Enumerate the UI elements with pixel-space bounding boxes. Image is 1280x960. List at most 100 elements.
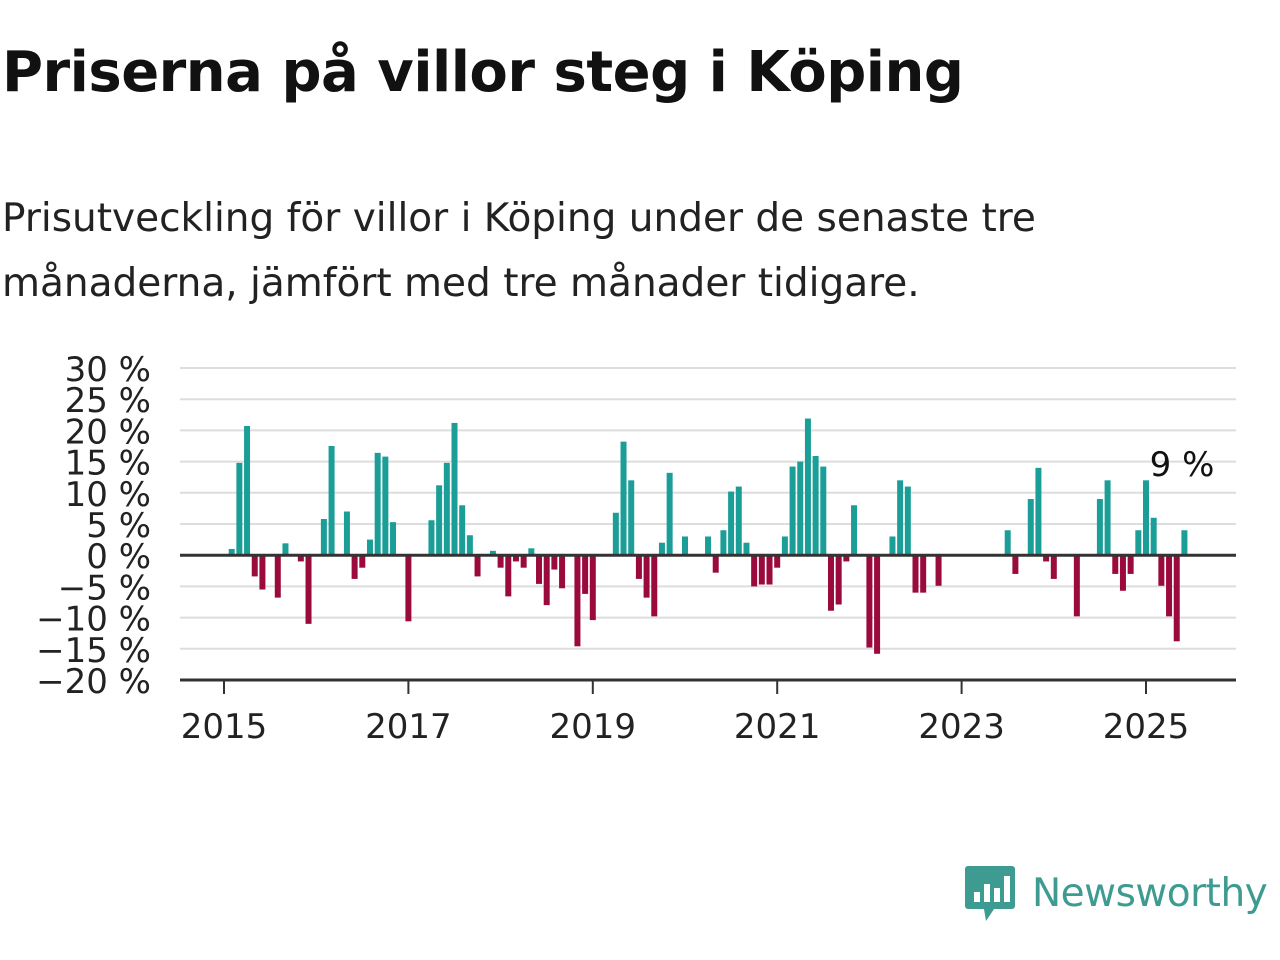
bar (804, 418, 811, 556)
x-tick-label: 2019 (550, 707, 637, 747)
bar (705, 536, 712, 556)
bar (459, 505, 466, 556)
bar (897, 480, 904, 556)
newsworthy-logo-icon (965, 866, 1015, 921)
bar (658, 542, 665, 556)
bar (812, 455, 819, 556)
y-tick-label: 30 % (65, 350, 151, 390)
y-tick-label: 15 % (65, 444, 151, 484)
bar (643, 555, 650, 598)
bar (1143, 480, 1149, 556)
bar (827, 555, 834, 611)
bar (1119, 555, 1126, 591)
bar (797, 461, 804, 556)
bar (758, 555, 765, 585)
bar (1043, 555, 1050, 562)
bar (436, 485, 443, 556)
y-tick-label: 20 % (65, 412, 151, 452)
bar (343, 511, 350, 556)
bar (1158, 555, 1165, 586)
bar (851, 505, 858, 556)
bar (466, 535, 473, 556)
bar (474, 555, 481, 577)
bar (789, 466, 796, 556)
y-tick-label: −15 % (36, 631, 151, 671)
bar (405, 555, 412, 622)
bar (712, 555, 719, 573)
bar (551, 555, 558, 570)
x-tick-label: 2025 (1103, 707, 1190, 747)
bar (259, 555, 266, 590)
bar (874, 555, 881, 654)
bar (443, 462, 450, 556)
x-tick-label: 2017 (365, 707, 452, 747)
bar (720, 530, 727, 556)
bar (743, 542, 750, 556)
bar (428, 520, 435, 556)
bar (528, 548, 535, 556)
bar (451, 422, 458, 556)
bar (635, 555, 642, 579)
x-tick-label: 2015 (181, 707, 268, 747)
bar (382, 456, 389, 556)
bar (543, 555, 550, 606)
bar (1166, 555, 1173, 617)
y-tick-label: 5 % (86, 506, 151, 546)
bar (1004, 530, 1011, 556)
bar (751, 555, 758, 587)
bar (374, 452, 381, 556)
x-tick-label: 2023 (918, 707, 1005, 747)
brand-logo[interactable]: Newsworthy (964, 864, 1268, 922)
bar (1173, 555, 1180, 642)
bar (244, 426, 251, 556)
bar-chart: 30 %25 %20 %15 %10 %5 %0 %−5 %−10 %−15 %… (36, 350, 1236, 747)
bar (228, 548, 235, 556)
bar (935, 555, 942, 586)
bar (589, 555, 596, 621)
bar (574, 555, 581, 647)
chart-title: Priserna på villor steg i Köping (2, 40, 964, 105)
bar (781, 536, 788, 556)
bar (912, 555, 919, 593)
bar (328, 446, 335, 556)
chart-subtitle: Prisutveckling för villor i Köping under… (2, 196, 1036, 306)
bar (1012, 555, 1019, 574)
y-tick-label: 10 % (65, 475, 151, 515)
y-tick-label: −20 % (36, 662, 151, 702)
bar (512, 555, 519, 562)
bar (866, 555, 873, 648)
bar (889, 536, 896, 556)
bar (297, 555, 304, 562)
bar (682, 536, 688, 556)
x-tick-label: 2021 (734, 707, 821, 747)
bar (1104, 480, 1111, 556)
y-tick-label: −10 % (36, 600, 151, 640)
bar (251, 555, 258, 577)
bar (735, 486, 742, 556)
bar (520, 555, 527, 568)
bar (843, 555, 850, 562)
bar (1027, 499, 1034, 556)
bar (359, 555, 366, 568)
bar (612, 512, 619, 556)
bar (820, 466, 827, 556)
bar (728, 491, 735, 556)
bar (390, 522, 397, 556)
bar (766, 555, 773, 585)
bar (282, 543, 289, 556)
bar (305, 555, 312, 624)
bar (505, 555, 512, 597)
bar (628, 480, 635, 556)
bar (489, 550, 496, 556)
bar (236, 462, 243, 556)
bar (1181, 530, 1188, 556)
bar (1135, 530, 1142, 556)
bar (351, 555, 358, 579)
bar (320, 519, 327, 556)
bar (620, 441, 627, 556)
bar (559, 555, 566, 589)
brand-name: Newsworthy (1032, 870, 1268, 916)
bar (1096, 499, 1103, 556)
bar (666, 472, 673, 556)
bar (366, 539, 373, 556)
